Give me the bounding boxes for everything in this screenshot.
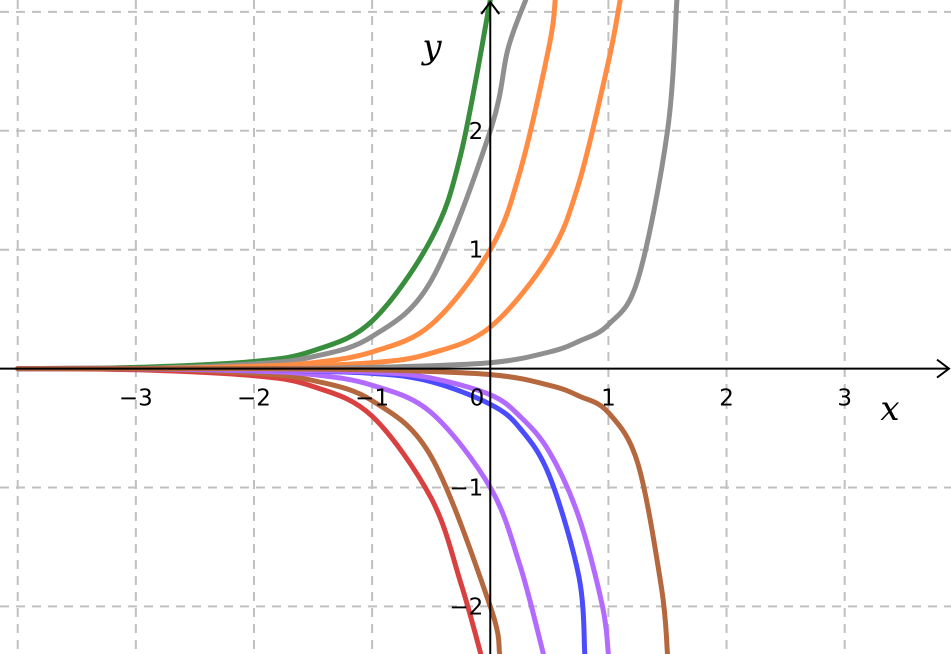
x-tick-label: 0: [470, 386, 485, 412]
x-tick-label: −1: [355, 386, 389, 412]
series-line-4: [15, 0, 623, 372]
series-line-2: [15, 0, 529, 372]
x-tick-label: −3: [119, 386, 153, 412]
x-tick-label: 2: [719, 386, 734, 412]
x-axis-arrow-icon: [936, 358, 951, 379]
y-tick-label: 1: [469, 238, 484, 264]
x-tick-label: 3: [837, 386, 852, 412]
x-tick-label: −2: [237, 386, 271, 412]
y-axis-label: y: [420, 27, 442, 67]
x-axis-label: x: [880, 389, 899, 429]
series-line-3: [15, 0, 558, 372]
series-line-10: [15, 366, 611, 654]
curves: [15, 0, 680, 654]
y-tick-label: −1: [449, 476, 483, 502]
y-axis-arrow-icon: [480, 0, 501, 15]
x-tick-label: 1: [601, 386, 616, 412]
y-tick-label: 2: [469, 119, 484, 145]
y-tick-label: −2: [449, 594, 483, 620]
tick-labels: −3 −2 −1 0 1 2 3 −2 −1 1 2: [119, 119, 852, 621]
series-line-11: [15, 366, 670, 654]
